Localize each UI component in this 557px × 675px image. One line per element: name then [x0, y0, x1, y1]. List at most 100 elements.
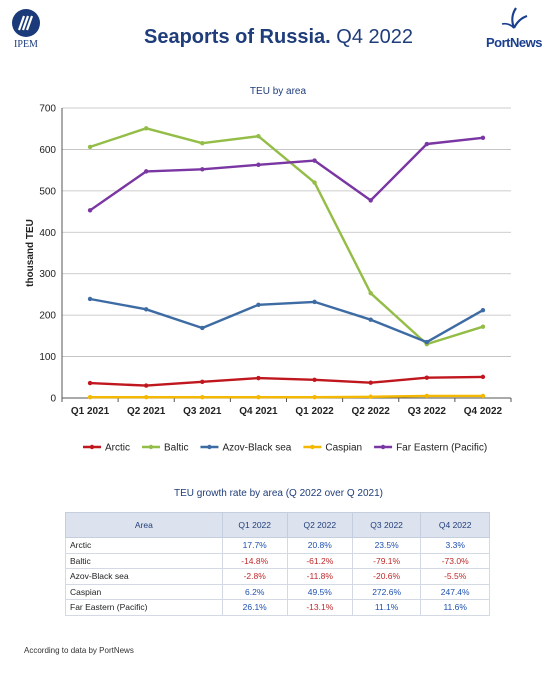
- table-row: Azov-Black sea -2.8% -11.8% -20.6% -5.5%: [65, 568, 490, 585]
- x-tick-label: Q3 2022: [408, 406, 447, 417]
- data-point: [480, 324, 486, 329]
- data-point: [480, 374, 486, 380]
- growth-rate-cell: 247.4%: [420, 583, 490, 600]
- data-point: [143, 169, 149, 174]
- data-point: [87, 144, 93, 150]
- chart-title: TEU by area: [250, 86, 307, 97]
- growth-rate-cell: 11.6%: [420, 599, 490, 616]
- series-line: [89, 136, 484, 212]
- data-point: [312, 377, 317, 382]
- data-point: [424, 141, 430, 147]
- data-point: [424, 375, 430, 380]
- growth-rate-cell: -73.0%: [420, 552, 490, 569]
- ipem-logo: IPEM: [6, 8, 46, 50]
- growth-rate-cell: 11.1%: [351, 599, 422, 616]
- data-point: [312, 180, 317, 185]
- data-point: [256, 162, 261, 167]
- y-tick-label: 500: [39, 186, 56, 197]
- data-point: [368, 317, 373, 322]
- page-title-bold: Seaports of Russia.: [143, 26, 331, 48]
- growth-rate-cell: -5.5%: [420, 568, 490, 585]
- teu-line-chart: TEU by area thousand TEU 0 100 200 300 400 50…: [25, 86, 512, 454]
- area-name-cell: Azov-Black sea: [65, 568, 223, 585]
- legend-marker: [380, 444, 386, 450]
- data-point: [200, 394, 205, 400]
- legend-marker: [89, 444, 95, 450]
- x-tick-label: Q3 2021: [183, 406, 222, 417]
- legend-label: Baltic: [164, 443, 188, 454]
- table-header-cell: Q2 2022: [286, 512, 353, 538]
- table-row: Baltic -14.8% -61.2% -79.1% -73.0%: [65, 552, 490, 569]
- y-tick-label: 300: [39, 269, 56, 280]
- growth-rate-cell: -61.2%: [286, 552, 353, 569]
- table-header-cell: Area: [65, 512, 223, 538]
- table-header-cell: Q4 2022: [420, 512, 490, 538]
- data-point: [256, 394, 261, 400]
- chart-axes: 0 100 200 300 400 500 600 700 Q1 2021 Q2 2021 Q3 2…: [39, 104, 512, 417]
- table-row: Caspian 6.2% 49.5% 272.6% 247.4%: [65, 583, 490, 600]
- data-point: [87, 296, 93, 302]
- legend-label: Caspian: [325, 443, 362, 454]
- growth-rate-cell: -14.8%: [221, 552, 288, 569]
- table-title: TEU growth rate by area (Q 2022 over Q 2…: [174, 488, 383, 499]
- data-point: [480, 135, 486, 141]
- data-point: [256, 133, 261, 139]
- growth-rate-cell: -79.1%: [351, 552, 422, 569]
- area-name-cell: Arctic: [65, 537, 223, 554]
- series-line: [89, 127, 484, 346]
- series-line: [89, 297, 484, 344]
- x-tick-label: Q4 2021: [239, 406, 278, 417]
- series-line: [90, 375, 483, 387]
- growth-rate-cell: 49.5%: [286, 583, 353, 600]
- growth-rate-table: Area Q1 2022 Q2 2022 Q3 2022 Q4 2022 Arctic 1…: [65, 512, 490, 616]
- x-tick-label: Q4 2022: [464, 406, 503, 417]
- growth-rate-cell: 272.6%: [351, 583, 422, 600]
- y-tick-label: 600: [39, 145, 56, 156]
- ipem-logo-icon: [12, 9, 40, 37]
- data-point: [424, 339, 430, 345]
- portnews-logo-text: PortNews: [486, 35, 542, 50]
- data-point: [368, 394, 373, 399]
- growth-rate-cell: 3.3%: [420, 537, 490, 554]
- data-point: [256, 375, 261, 381]
- table-row: Arctic 17.7% 20.8% 23.5% 3.3%: [65, 537, 490, 554]
- growth-rate-cell: 26.1%: [221, 599, 288, 616]
- area-name-cell: Caspian: [65, 583, 223, 600]
- growth-rate-cell: -2.8%: [221, 568, 288, 585]
- series-line: [90, 394, 483, 399]
- table-header-row: Area Q1 2022 Q2 2022 Q3 2022 Q4 2022: [65, 512, 490, 538]
- y-tick-label: 0: [50, 394, 56, 405]
- data-point: [480, 307, 486, 313]
- legend-label: Far Eastern (Pacific): [396, 443, 487, 454]
- data-point: [312, 299, 317, 305]
- legend-label: Arctic: [105, 443, 130, 454]
- legend-label: Azov-Black sea: [222, 443, 291, 454]
- data-point: [200, 325, 205, 331]
- growth-rate-cell: -13.1%: [286, 599, 353, 616]
- data-point: [368, 290, 373, 296]
- data-point: [87, 208, 93, 213]
- data-point: [424, 393, 430, 399]
- x-tick-label: Q2 2021: [127, 406, 166, 417]
- grid-lines: [62, 107, 511, 357]
- growth-rate-cell: 20.8%: [286, 537, 353, 554]
- source-footnote: According to data by PortNews: [24, 646, 134, 655]
- growth-rate-cell: 17.7%: [221, 537, 288, 554]
- growth-rate-cell: -20.6%: [351, 568, 422, 585]
- series-lines: [87, 126, 486, 400]
- data-point: [143, 394, 149, 400]
- ipem-logo-text: IPEM: [14, 39, 38, 50]
- y-tick-label: 400: [39, 228, 56, 239]
- table-row: Far Eastern (Pacific) 26.1% -13.1% 11.1% 11.…: [65, 599, 490, 616]
- area-name-cell: Baltic: [65, 552, 223, 569]
- data-point: [312, 158, 317, 163]
- legend-marker: [148, 444, 154, 450]
- data-point: [200, 379, 205, 385]
- growth-rate-cell: -11.8%: [286, 568, 353, 585]
- data-point: [200, 141, 205, 146]
- y-tick-label: 100: [39, 352, 56, 363]
- table-header-cell: Q3 2022: [351, 512, 422, 538]
- data-point: [143, 307, 149, 312]
- portnews-logo: PortNews: [479, 6, 549, 50]
- data-point: [143, 383, 149, 388]
